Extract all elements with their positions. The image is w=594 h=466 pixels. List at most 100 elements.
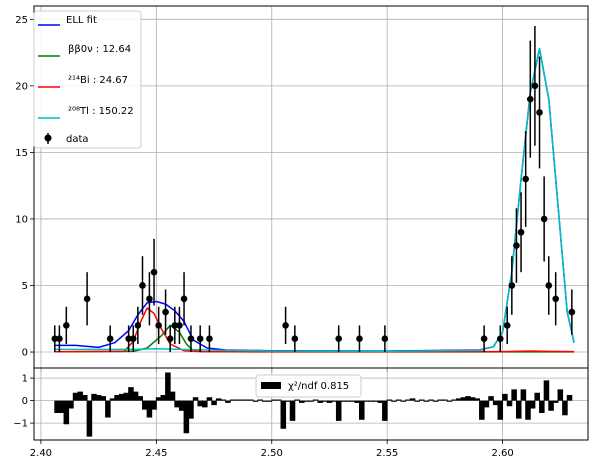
bi214-curve xyxy=(54,307,575,353)
residual-bar xyxy=(257,399,263,401)
residual-bar xyxy=(349,400,356,402)
residual-bar xyxy=(225,400,231,403)
residual-bar xyxy=(146,400,153,418)
residual-bar xyxy=(266,400,273,402)
residual-bar xyxy=(142,400,148,410)
residual-bar xyxy=(423,400,430,402)
residual-bar xyxy=(128,387,134,401)
residual-bar xyxy=(58,400,65,414)
legend-label-data: data xyxy=(66,134,89,145)
residual-bar xyxy=(497,400,504,420)
residual-bar xyxy=(114,395,120,401)
legend-label-ell-fit: ELL fit xyxy=(66,15,97,26)
residual-bar xyxy=(437,399,444,401)
legend-label-bi214: ²¹⁴Bi : 24.67 xyxy=(68,75,128,86)
residual-bar xyxy=(211,400,217,406)
residual-bar xyxy=(234,399,240,401)
residual-bar xyxy=(77,391,83,401)
residual-bar xyxy=(543,380,550,401)
residual-bar xyxy=(372,400,379,402)
residual-y-tick-label: 0 xyxy=(22,396,28,407)
data-point xyxy=(508,282,516,289)
residual-x-tick-label: 2.50 xyxy=(261,448,283,459)
residual-bar xyxy=(86,400,93,437)
data-point xyxy=(568,308,576,316)
residual-bar xyxy=(326,400,333,403)
residual-bar xyxy=(192,397,199,401)
data-point xyxy=(480,335,488,343)
residual-bar xyxy=(382,400,388,421)
residual-bar xyxy=(160,395,167,401)
residual-bar xyxy=(289,400,296,421)
data-point xyxy=(129,335,137,343)
residual-bar xyxy=(285,400,291,402)
main-y-tick-label: 15 xyxy=(15,148,28,159)
data-point xyxy=(196,335,204,343)
residual-bar xyxy=(178,400,185,411)
data-points xyxy=(51,25,576,353)
legend-swatch-data-marker xyxy=(44,134,52,142)
residual-bar xyxy=(183,400,190,434)
residual-bar xyxy=(506,400,513,407)
residual-bar xyxy=(331,400,337,402)
data-point xyxy=(282,322,289,329)
residual-bar xyxy=(548,400,554,411)
data-point xyxy=(125,335,132,343)
residual-bar xyxy=(188,400,194,419)
residual-bar xyxy=(557,389,564,401)
residual-bar xyxy=(174,400,180,408)
data-point xyxy=(51,335,59,343)
residual-x-tick-label: 2.45 xyxy=(145,448,167,459)
residual-bar xyxy=(539,400,545,414)
residual-bar xyxy=(488,396,494,401)
residual-bar xyxy=(511,389,517,401)
data-point xyxy=(381,335,389,343)
residual-bar xyxy=(248,399,254,401)
residual-bar xyxy=(460,397,467,401)
residual-plot-frame xyxy=(33,367,589,441)
main-y-tick-label: 20 xyxy=(15,81,28,92)
residual-bar xyxy=(363,400,370,402)
residual-bar xyxy=(345,400,351,402)
data-point xyxy=(180,295,188,303)
main-legend: ELL fit ββ0ν : 12.64 ²¹⁴Bi : 24.67 ²⁰⁸Tl… xyxy=(33,10,142,149)
data-point xyxy=(531,82,539,90)
residual-bar xyxy=(520,389,527,401)
residual-y-tick-label: −1 xyxy=(13,419,28,430)
residual-bar xyxy=(271,399,277,401)
residual-bar xyxy=(483,400,490,408)
data-point xyxy=(176,322,183,329)
residual-bar xyxy=(455,398,462,401)
data-point xyxy=(291,335,299,343)
residual-bar xyxy=(151,400,157,410)
data-point xyxy=(540,215,548,223)
residual-bar xyxy=(534,392,540,401)
data-point xyxy=(552,295,559,303)
residual-plot-panel: −1 0 1 2.40 2.45 2.50 2.55 2.60 χ²/ndf 0.815 xyxy=(13,367,589,459)
residual-bar xyxy=(442,399,448,401)
residual-bar xyxy=(562,400,568,416)
residual-bar xyxy=(229,399,236,401)
residual-bar xyxy=(275,399,282,401)
residual-bar xyxy=(137,396,143,401)
residual-bar xyxy=(317,400,323,403)
residual-bar xyxy=(409,398,416,401)
residual-bar xyxy=(262,400,268,402)
data-point xyxy=(517,228,525,236)
residual-bar xyxy=(566,395,573,401)
residual-bar xyxy=(303,400,310,402)
data-point xyxy=(206,335,213,343)
data-point xyxy=(356,335,363,343)
residual-bar xyxy=(451,399,457,401)
data-point xyxy=(522,175,529,183)
data-point xyxy=(83,295,91,303)
residual-bar xyxy=(419,399,425,401)
data-point xyxy=(536,109,543,116)
residual-bar xyxy=(82,395,88,401)
residual-bar xyxy=(502,393,508,401)
residual-bar xyxy=(252,400,259,402)
residual-bar xyxy=(206,397,213,401)
data-point xyxy=(545,282,553,289)
residual-y-axis: −1 0 1 xyxy=(13,374,34,430)
